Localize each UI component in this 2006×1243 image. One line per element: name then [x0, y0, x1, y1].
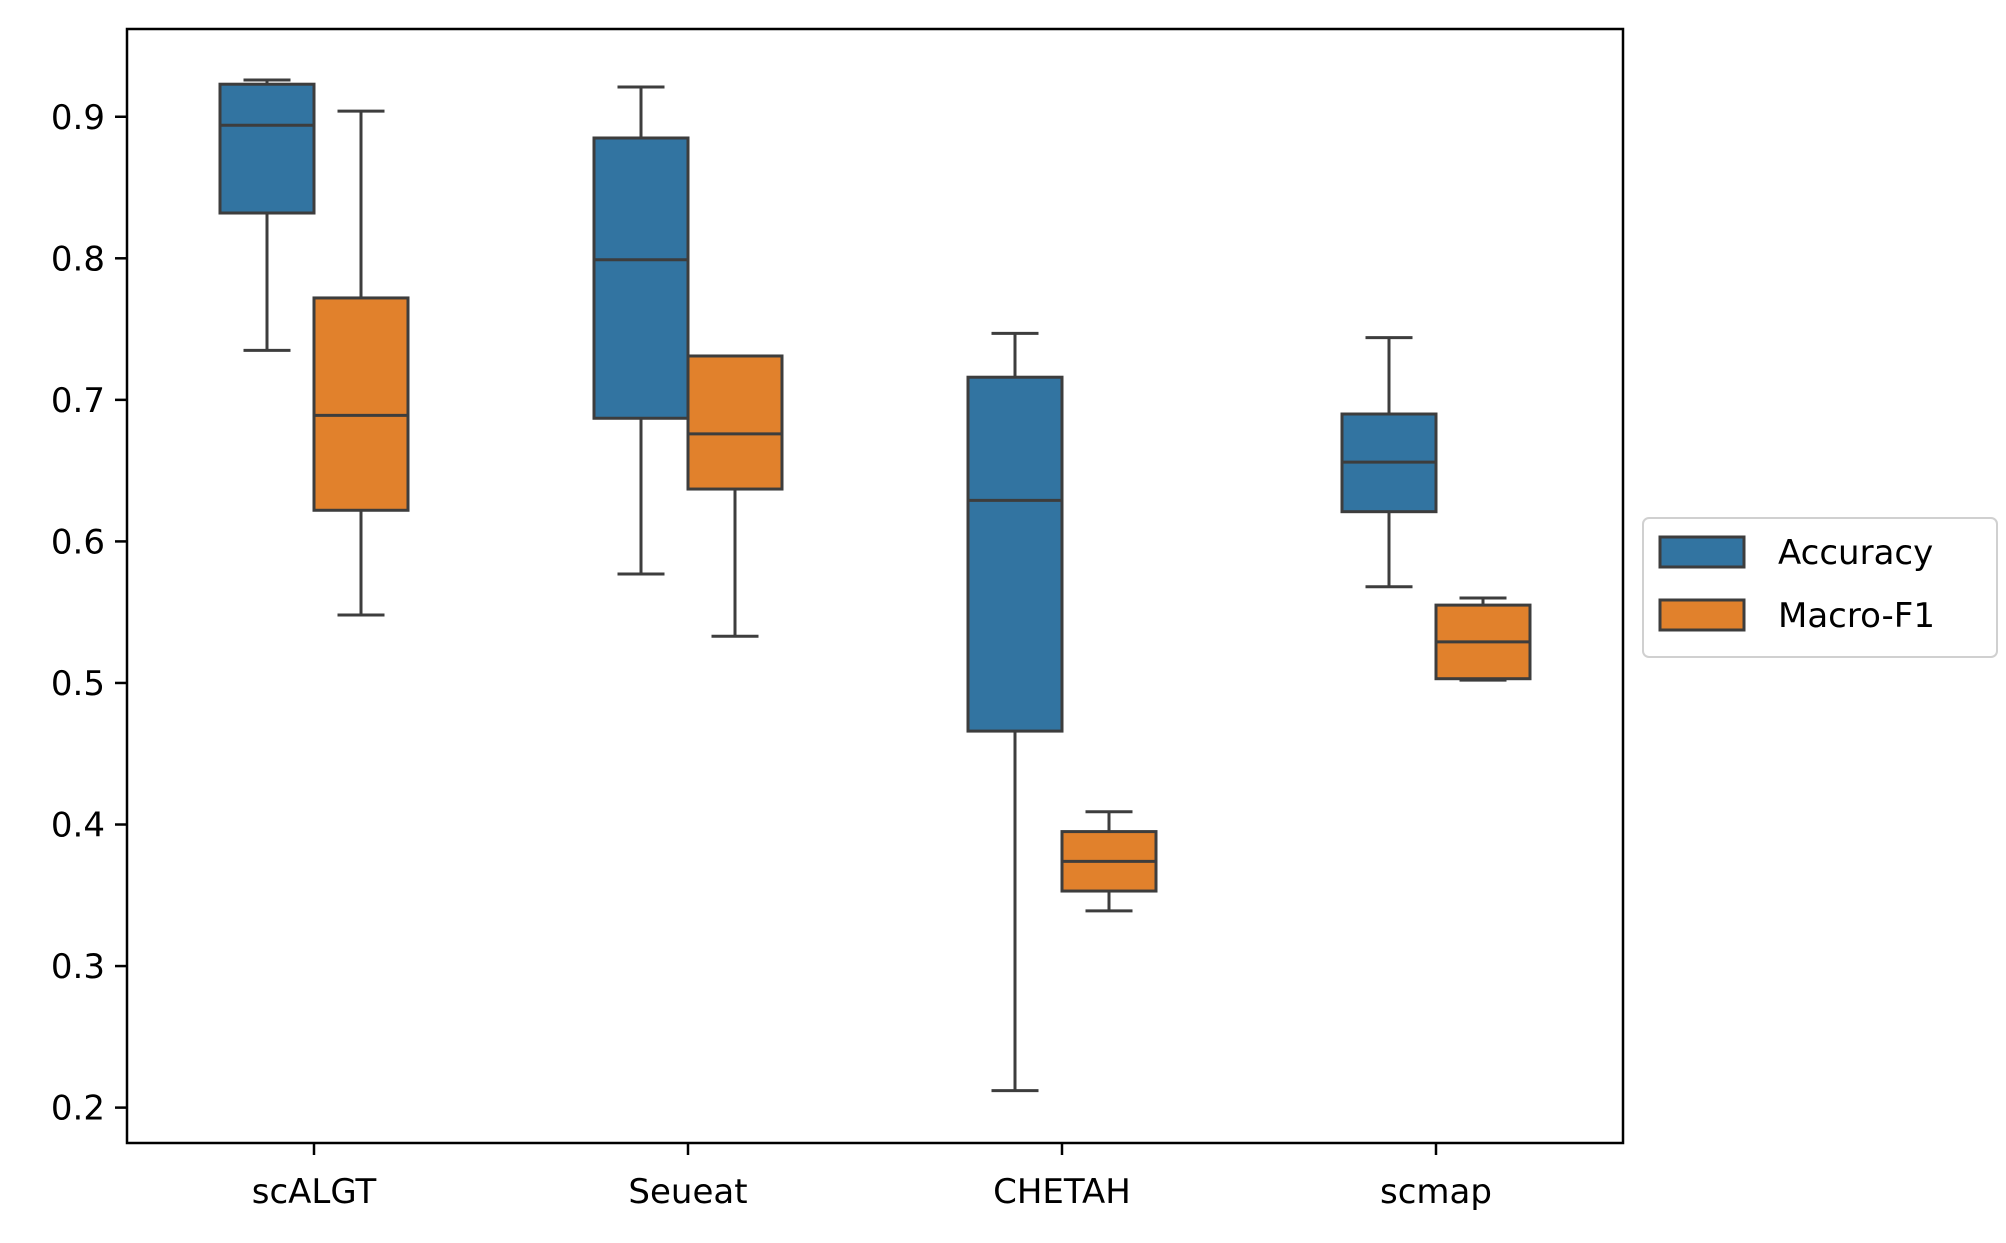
x-tick-label: CHETAH: [993, 1172, 1131, 1212]
box-macro-f1-scmap: [1434, 596, 1532, 682]
y-tick-label: 0.8: [51, 239, 105, 279]
y-tick-label: 0.3: [51, 947, 105, 987]
legend: Accuracy Macro-F1: [1642, 517, 1998, 658]
box-accuracy-scalgt: [218, 78, 316, 352]
iqr-box: [592, 136, 690, 420]
y-tick-label: 0.5: [51, 664, 105, 704]
legend-swatch: [1658, 535, 1746, 569]
x-tick-label: scmap: [1380, 1172, 1492, 1212]
legend-swatch: [1658, 598, 1746, 632]
y-tick-label: 0.6: [51, 522, 105, 562]
iqr-box: [218, 82, 316, 215]
y-tick-label: 0.7: [51, 381, 105, 421]
plot-frame: [125, 27, 1625, 1145]
iqr-box: [686, 354, 784, 491]
y-tick-label: 0.4: [51, 806, 105, 846]
x-tick-label: Seueat: [628, 1172, 747, 1212]
box-macro-f1-scalgt: [312, 109, 410, 617]
x-tick-label: scALGT: [252, 1172, 377, 1212]
y-tick-label: 0.9: [51, 98, 105, 138]
axes-layer: 0.2 0.3 0.4 0.5 0.6 0.7 0.8 0.9 scALGT Seueat CHET…: [51, 27, 1625, 1212]
box-macro-f1-seueat: [686, 354, 784, 638]
box-accuracy-seueat: [592, 85, 690, 576]
legend-label: Macro-F1: [1778, 596, 1935, 636]
y-tick-label: 0.2: [51, 1089, 105, 1129]
legend-label: Accuracy: [1778, 533, 1933, 573]
box-accuracy-chetah: [966, 331, 1064, 1093]
box-macro-f1-chetah: [1060, 810, 1158, 913]
boxes-layer: [218, 78, 1532, 1093]
iqr-box: [966, 375, 1064, 733]
iqr-box: [312, 296, 410, 512]
box-accuracy-scmap: [1340, 336, 1438, 589]
